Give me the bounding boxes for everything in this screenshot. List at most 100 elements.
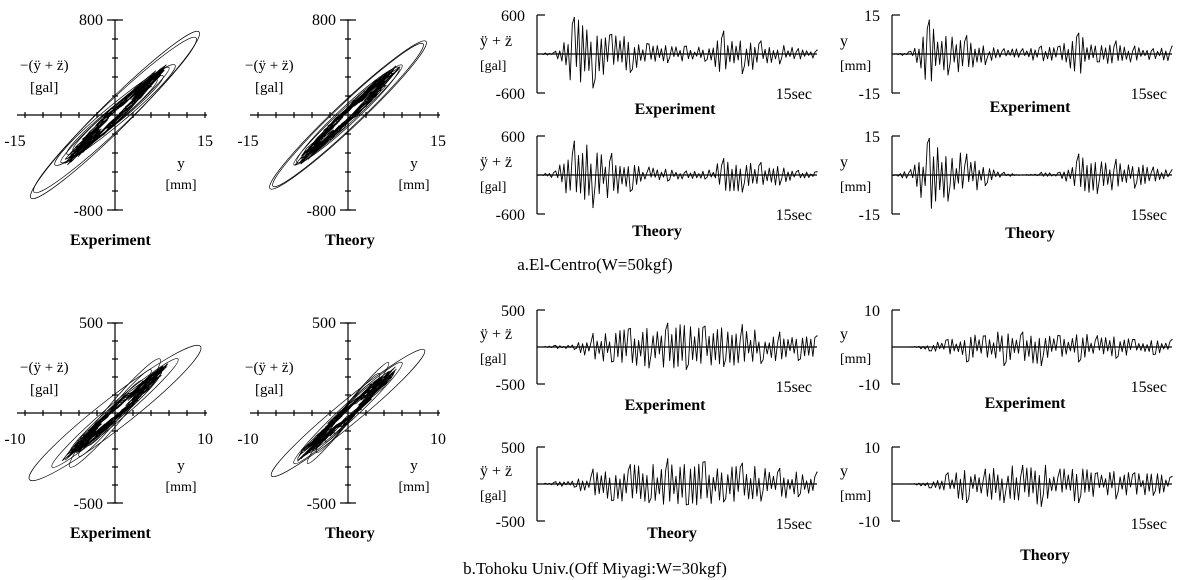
chart-title: Theory [632,223,682,240]
y-tick-label-bottom: -800 [307,203,336,220]
x-tick-label-left: -15 [237,133,258,150]
x-tick-label-left: -10 [4,431,25,448]
y-tick-label-top: 600 [501,8,525,25]
chart-title: Theory [325,232,375,249]
y-axis-label: ÿ + z̈ [480,463,512,480]
x-tick-label-right: 10 [197,431,213,448]
chart-title: Experiment [70,232,152,249]
series-line [891,138,1173,209]
hysteresis-core-trace [297,366,397,462]
y-tick-label-top: 15 [864,8,880,25]
chart-b-acc-theo: 500 -500 15sec ÿ + z̈ [gal] Theory [480,440,818,542]
x-tick-label-right: 15 [430,133,446,150]
x-tick-label-left: -10 [237,431,258,448]
y-axis-unit: [mm] [840,59,871,74]
y-axis-label: −(ÿ + z̈) [20,58,69,74]
y-tick-label-top: 800 [79,12,103,29]
y-axis-label: y [840,326,848,343]
series-line [536,140,818,208]
y-tick-label-bottom: -500 [496,377,525,394]
y-tick-label-top: 500 [501,440,525,457]
y-tick-label-top: 500 [501,303,525,320]
y-tick-label-top: 600 [501,129,525,146]
y-tick-label-top: 800 [312,12,336,29]
chart-b-hyst-exp: 500 -500 -10 10 −(ÿ + z̈) [gal] y [mm] Experimen… [4,315,213,542]
caption-a: a.El-Centro(W=50kgf) [517,255,672,274]
x-tick-label-end: 15sec [1131,86,1167,103]
y-tick-label-bottom: -800 [74,203,103,220]
x-axis-label: y [410,458,418,474]
y-tick-label-bottom: -10 [859,377,880,394]
x-tick-label-end: 15sec [1131,207,1167,224]
y-axis-unit: [gal] [480,489,506,504]
x-axis-label: y [177,156,185,172]
y-axis-unit: [mm] [840,352,871,367]
chart-b-disp-exp: 10 -10 15sec y [mm] Experiment [840,303,1173,412]
x-tick-label-end: 15sec [776,86,812,103]
x-axis-unit: [mm] [398,178,429,193]
x-axis-unit: [mm] [165,178,196,193]
x-tick-label-end: 15sec [776,379,812,396]
chart-title: Experiment [635,101,717,118]
hysteresis-loop [293,361,403,465]
chart-title: Experiment [985,395,1067,412]
y-axis-label: ÿ + z̈ [480,154,512,171]
chart-title: Experiment [990,99,1072,116]
x-tick-label-right: 10 [430,431,446,448]
chart-title: Theory [1005,225,1055,242]
y-axis-unit: [mm] [840,180,871,195]
y-tick-label-top: 10 [864,440,880,457]
chart-title: Experiment [625,397,707,414]
y-axis-unit: [gal] [255,80,283,96]
y-tick-label-top: 500 [312,315,336,332]
chart-a-disp-theo: 15 -15 15sec y [mm] Theory [840,129,1173,242]
series-line [892,464,1173,507]
x-axis-unit: [mm] [165,480,196,495]
series-line [536,17,818,89]
series-line [891,19,1173,82]
hysteresis-core-trace [61,363,169,462]
y-tick-label-top: 15 [864,129,880,146]
y-tick-label-bottom: -500 [496,514,525,531]
y-axis-label: −(ÿ + z̈) [245,58,294,74]
hysteresis-loop [54,64,176,166]
y-tick-label-bottom: -15 [859,207,880,224]
caption-b: b.Tohoku Univ.(Off Miyagi:W=30kgf) [463,559,727,578]
y-axis-label: −(ÿ + z̈) [245,360,294,376]
hysteresis-loop [51,358,179,468]
chart-b-hyst-theo: 500 -500 -10 10 −(ÿ + z̈) [gal] y [mm] Theory [237,315,446,542]
x-tick-label-end: 15sec [776,207,812,224]
chart-title: Theory [647,525,697,542]
chart-b-acc-exp: 500 -500 15sec ÿ + z̈ [gal] Experiment [480,303,818,414]
x-tick-label-left: -15 [4,133,25,150]
hysteresis-loop [272,42,424,188]
chart-title: Experiment [70,525,152,542]
y-axis-label: ÿ + z̈ [480,326,512,343]
hysteresis-core-trace [64,64,167,166]
y-axis-label: y [840,154,848,171]
y-tick-label-bottom: -15 [859,86,880,103]
hysteresis-loop [269,40,427,190]
y-tick-label-bottom: -10 [859,514,880,531]
y-axis-unit: [gal] [480,180,506,195]
hysteresis-loop [30,30,200,200]
chart-b-disp-theo: 10 -10 15sec y [mm] Theory [840,440,1173,564]
y-tick-label-top: 10 [864,303,880,320]
y-axis-label: y [840,463,848,480]
y-tick-label-bottom: -500 [74,496,103,513]
y-axis-label: −(ÿ + z̈) [20,360,69,376]
hysteresis-loop [28,344,202,482]
y-axis-unit: [gal] [480,59,506,74]
x-tick-label-end: 15sec [1131,379,1167,396]
y-axis-unit: [gal] [30,382,58,398]
chart-a-acc-theo: 600 -600 15sec ÿ + z̈ [gal] Theory [480,129,818,240]
y-tick-label-bottom: -600 [496,86,525,103]
hysteresis-loop [69,358,161,468]
hysteresis-loops [28,344,202,482]
hysteresis-loop [78,369,152,457]
hysteresis-loop [293,64,403,166]
chart-title: Theory [325,525,375,542]
x-tick-label-right: 15 [197,133,213,150]
series-line [892,331,1173,366]
